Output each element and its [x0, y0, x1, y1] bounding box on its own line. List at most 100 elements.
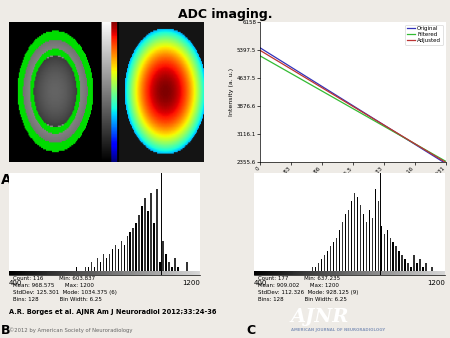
Bar [175, 271, 176, 275]
Bar [433, 271, 434, 275]
Bar [66, 271, 67, 275]
Bar [263, 271, 264, 275]
Bar [366, 271, 367, 275]
Bar [83, 271, 84, 275]
Bar [258, 271, 259, 275]
Bar [330, 271, 331, 275]
Bar [30, 271, 31, 275]
Bar [161, 271, 162, 275]
Bar [70, 271, 71, 275]
Bar [418, 271, 419, 275]
Adjusted [350, 104, 356, 108]
Filtered [443, 159, 448, 163]
Bar [76, 267, 77, 275]
Bar [390, 238, 391, 275]
Bar [177, 271, 178, 275]
Bar [329, 271, 330, 275]
Bar [413, 271, 414, 275]
Bar [348, 271, 349, 275]
Filtered [412, 142, 417, 146]
Bar [170, 271, 171, 275]
Bar [184, 271, 185, 275]
Bar [293, 271, 294, 275]
Bar [275, 271, 276, 275]
Bar [318, 271, 319, 275]
Bar [97, 258, 98, 275]
Bar [336, 238, 337, 275]
Bar [412, 271, 413, 275]
Bar [163, 271, 164, 275]
Bar [14, 271, 15, 275]
Bar [441, 271, 443, 275]
Bar [419, 259, 421, 275]
Bar [403, 271, 404, 275]
Bar [199, 271, 200, 275]
Bar [69, 271, 70, 275]
Bar [376, 271, 377, 275]
Bar [277, 271, 278, 275]
Bar [54, 271, 55, 275]
Bar [334, 271, 335, 275]
Bar [409, 271, 410, 275]
Original [258, 46, 263, 50]
Bar [174, 258, 176, 275]
Bar [379, 271, 380, 275]
Bar [267, 271, 269, 275]
Bar [60, 271, 61, 275]
Bar [36, 271, 37, 275]
Bar [108, 254, 110, 275]
Bar [415, 271, 416, 275]
Bar [429, 271, 430, 275]
Bar [432, 271, 433, 275]
Bar [153, 223, 155, 275]
Bar [335, 271, 336, 275]
Bar [159, 271, 160, 275]
Bar [399, 250, 400, 275]
Bar [191, 271, 192, 275]
Bar [131, 271, 132, 275]
Adjusted [288, 67, 294, 71]
Bar [326, 271, 327, 275]
Bar [318, 263, 319, 275]
Bar [85, 267, 86, 275]
Bar [197, 271, 198, 275]
Bar [183, 271, 184, 275]
Bar [361, 271, 362, 275]
Original [443, 161, 448, 165]
Bar [262, 271, 263, 275]
Bar [73, 271, 74, 275]
Bar [121, 271, 122, 275]
Bar [270, 271, 271, 275]
Bar [369, 210, 370, 275]
Bar [315, 271, 317, 275]
Text: A.R. Borges et al. AJNR Am J Neuroradiol 2012;33:24-36: A.R. Borges et al. AJNR Am J Neuroradiol… [9, 309, 216, 315]
Adjusted [320, 86, 325, 90]
Bar [286, 271, 287, 275]
Bar [323, 271, 324, 275]
Bar [357, 271, 358, 275]
Bar [97, 271, 98, 275]
Bar [380, 271, 381, 275]
Bar [130, 271, 131, 275]
Bar [321, 259, 322, 275]
Bar [167, 271, 168, 275]
Bar [416, 263, 418, 275]
Bar [356, 197, 358, 275]
Text: 1200: 1200 [183, 280, 200, 286]
Bar [11, 271, 12, 275]
Bar [410, 267, 412, 275]
Bar [342, 271, 343, 275]
Bar [148, 211, 149, 275]
Bar [108, 271, 109, 275]
Bar [86, 271, 87, 275]
Bar [423, 267, 424, 275]
Bar [402, 271, 403, 275]
Bar [115, 271, 116, 275]
Bar [287, 271, 288, 275]
Bar [178, 271, 179, 275]
Bar [169, 271, 170, 275]
Bar [189, 271, 190, 275]
Bar [176, 271, 177, 275]
Bar [13, 271, 14, 275]
Bar [138, 271, 139, 275]
